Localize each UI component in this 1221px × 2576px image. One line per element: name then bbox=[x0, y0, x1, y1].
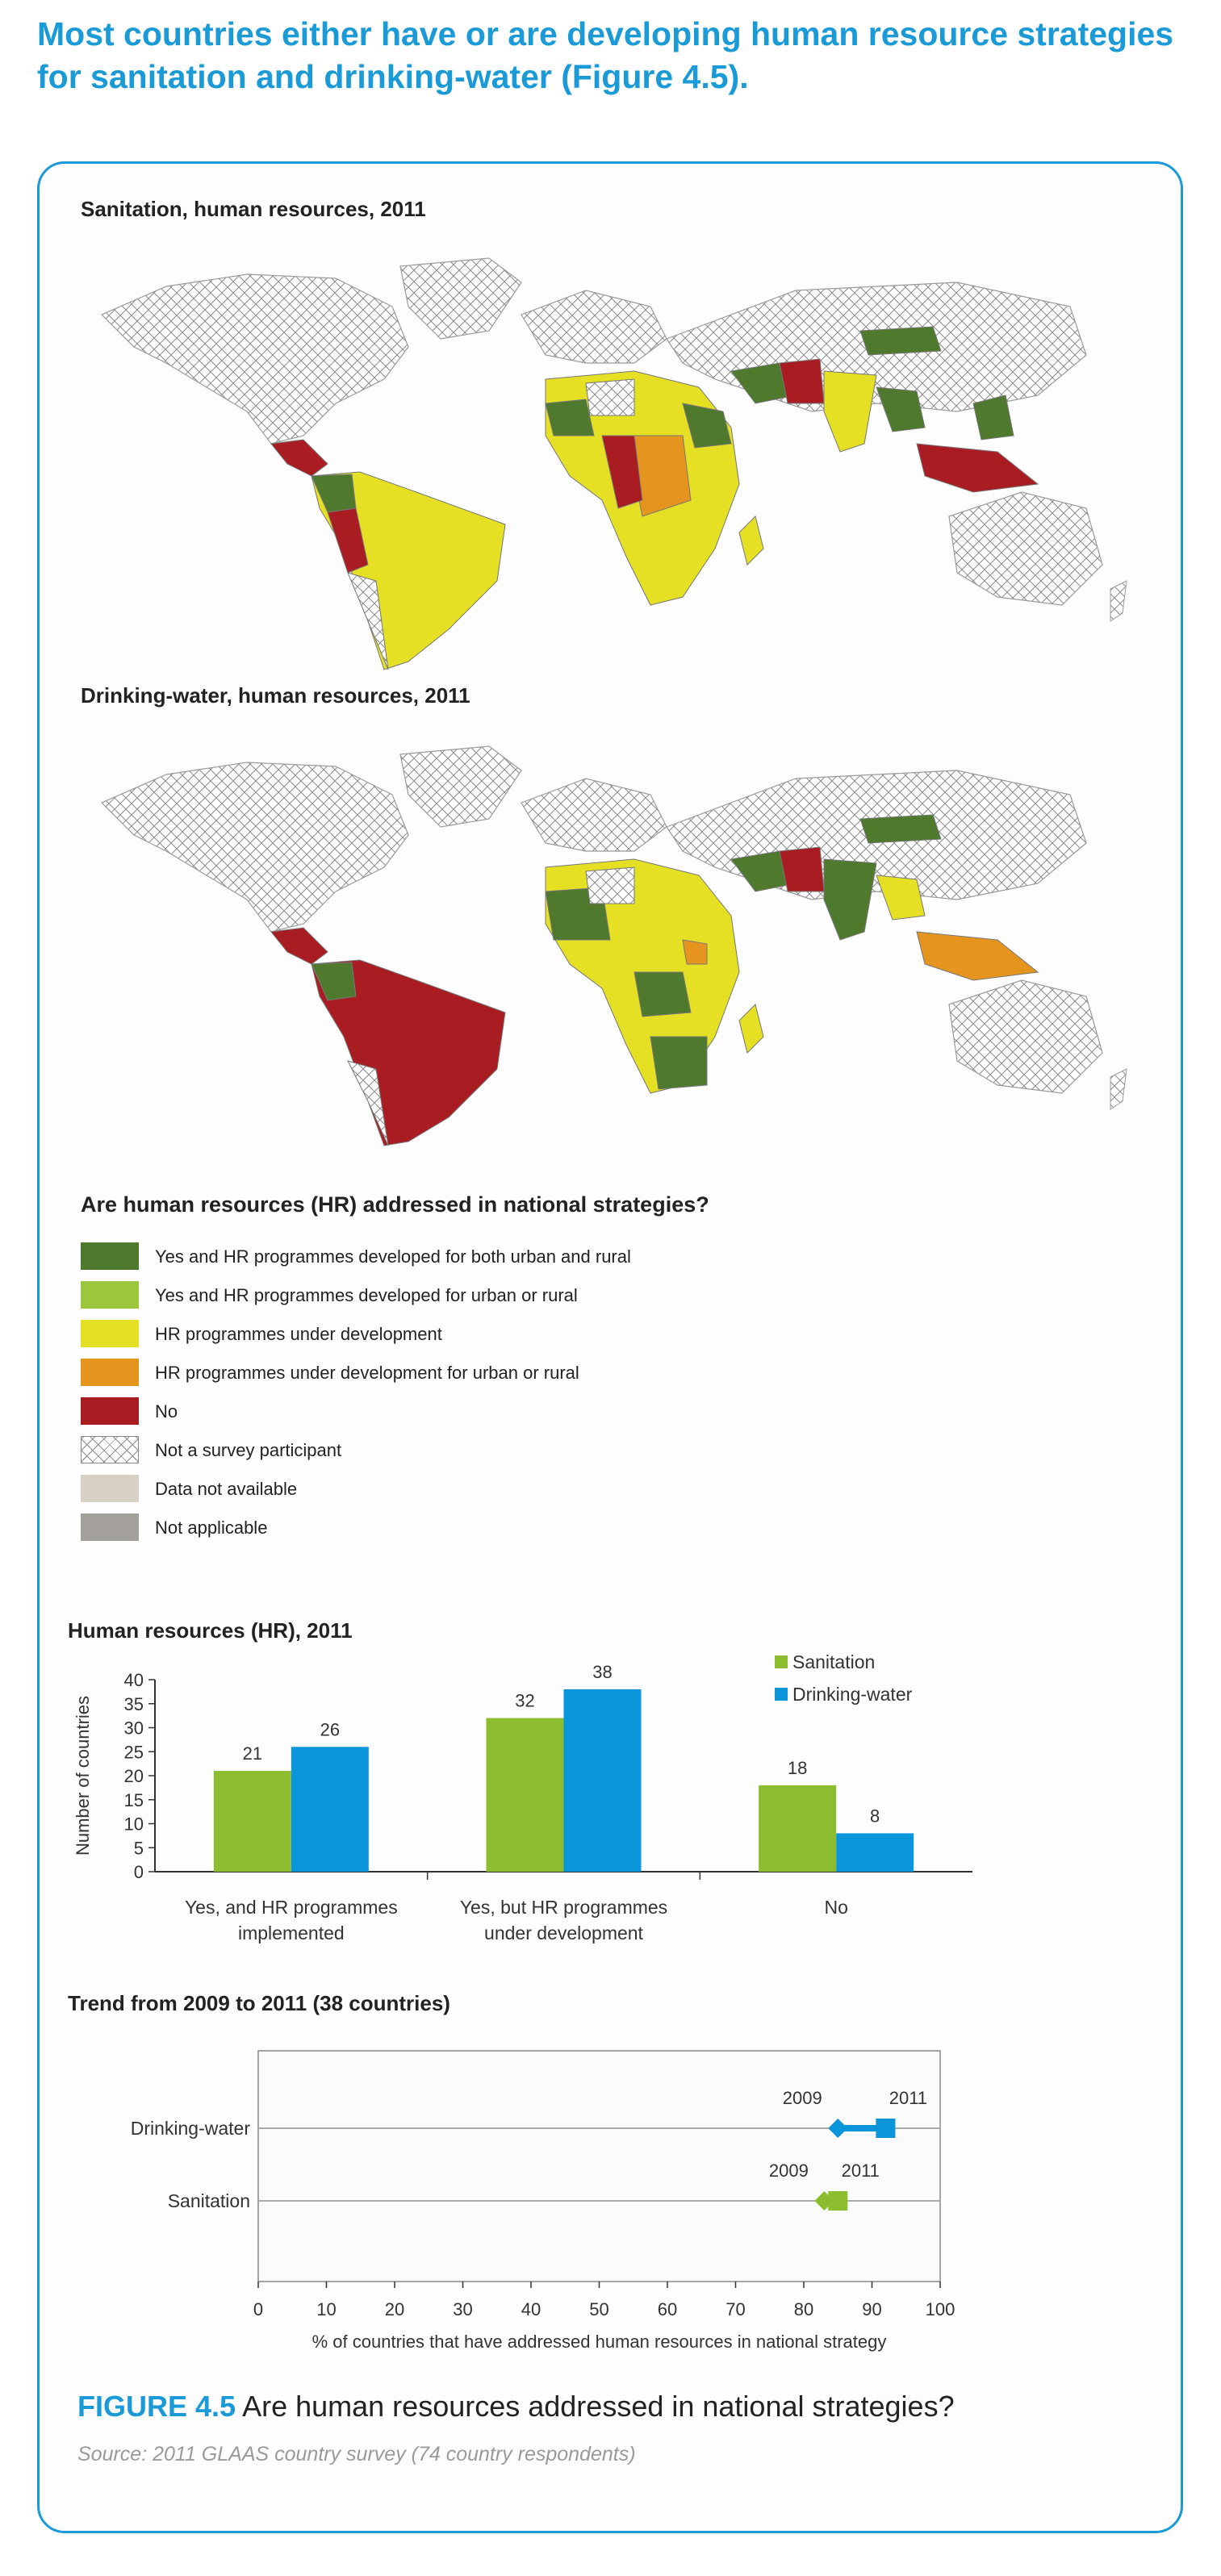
legend-item: Yes and HR programmes developed for both… bbox=[81, 1242, 888, 1271]
headline: Most countries either have or are develo… bbox=[37, 15, 1174, 95]
legend-item: Yes and HR programmes developed for urba… bbox=[81, 1281, 888, 1310]
trend-chart: Trend from 2009 to 2011 (38 countries) 0 1… bbox=[68, 1991, 955, 2352]
trend-year-label: 2009 bbox=[769, 2161, 809, 2181]
trend-marker-square bbox=[876, 2119, 896, 2138]
legend-swatch bbox=[81, 1359, 139, 1386]
legend-swatch bbox=[81, 1397, 139, 1425]
x-tick-label: 60 bbox=[658, 2299, 677, 2319]
trend-year-label: 2011 bbox=[889, 2088, 927, 2108]
y-tick-label: 25 bbox=[124, 1742, 144, 1762]
y-tick-label: 40 bbox=[124, 1670, 144, 1690]
bar-value-label: 38 bbox=[592, 1662, 612, 1682]
bar bbox=[836, 1833, 914, 1872]
bar-legend-label: Drinking-water bbox=[792, 1684, 913, 1705]
bar-value-label: 8 bbox=[870, 1806, 880, 1826]
category-label: Yes, and HR programmes bbox=[185, 1897, 398, 1918]
legend-swatch bbox=[81, 1242, 139, 1270]
y-tick-label: 35 bbox=[124, 1694, 144, 1714]
legend-label: No bbox=[155, 1401, 178, 1422]
trend-row-label: Sanitation bbox=[168, 2190, 250, 2211]
bar-chart-title: Human resources (HR), 2011 bbox=[68, 1618, 353, 1643]
x-tick-label: 0 bbox=[253, 2299, 263, 2319]
y-tick-label: 0 bbox=[134, 1862, 144, 1882]
legend-title: Are human resources (HR) addressed in na… bbox=[81, 1192, 709, 1217]
legend-label: HR programmes under development for urba… bbox=[155, 1363, 579, 1383]
x-tick-label: 30 bbox=[453, 2299, 472, 2319]
trend-marker-diamond bbox=[828, 2119, 848, 2138]
bar-value-label: 32 bbox=[515, 1691, 534, 1711]
y-tick-label: 10 bbox=[124, 1814, 144, 1835]
trend-year-label: 2009 bbox=[783, 2088, 822, 2108]
bar bbox=[563, 1689, 642, 1872]
sanitation-map-title: Sanitation, human resources, 2011 bbox=[81, 197, 426, 221]
legend-label: Yes and HR programmes developed for urba… bbox=[155, 1285, 578, 1305]
legend-label: Data not available bbox=[155, 1479, 298, 1499]
hr-bar-chart: Human resources (HR), 2011 0 5 10 15 20 25 30 35… bbox=[68, 1618, 972, 1943]
legend-item: Not a survey participant bbox=[81, 1436, 888, 1465]
legend-label: Yes and HR programmes developed for both… bbox=[155, 1246, 631, 1267]
sanitation-map bbox=[100, 257, 1127, 670]
bar-value-label: 21 bbox=[243, 1743, 262, 1764]
figure-label: FIGURE 4.5 bbox=[77, 2390, 236, 2423]
trend-chart-title: Trend from 2009 to 2011 (38 countries) bbox=[68, 1991, 450, 2015]
legend-item: HR programmes under development bbox=[81, 1320, 888, 1349]
figure-source: Source: 2011 GLAAS country survey (74 co… bbox=[77, 2443, 636, 2465]
trend-marker-square bbox=[828, 2191, 848, 2211]
legend-label: HR programmes under development bbox=[155, 1324, 442, 1344]
x-tick-label: 100 bbox=[926, 2299, 955, 2319]
legend-item: Data not available bbox=[81, 1475, 888, 1504]
bar-legend-swatch bbox=[775, 1688, 788, 1701]
bar-value-label: 26 bbox=[320, 1719, 340, 1739]
legend-swatch bbox=[81, 1281, 139, 1309]
bar bbox=[213, 1771, 291, 1872]
trend-row-label: Drinking-water bbox=[131, 2118, 251, 2139]
bar bbox=[759, 1785, 837, 1872]
legend-swatch bbox=[81, 1475, 139, 1502]
trend-plot-area bbox=[257, 2050, 941, 2282]
legend-item: HR programmes under development for urba… bbox=[81, 1359, 888, 1388]
bar-legend-label: Sanitation bbox=[792, 1651, 875, 1672]
legend-label: Not applicable bbox=[155, 1518, 268, 1538]
y-tick-label: 5 bbox=[134, 1838, 144, 1858]
bar bbox=[291, 1747, 369, 1872]
legend-label: Not a survey participant bbox=[155, 1440, 342, 1460]
x-tick-label: 10 bbox=[316, 2299, 336, 2319]
trend-year-label: 2011 bbox=[842, 2161, 880, 2181]
x-tick-label: 20 bbox=[385, 2299, 404, 2319]
legend-swatch bbox=[81, 1436, 139, 1463]
figure-caption: FIGURE 4.5 Are human resources addressed… bbox=[77, 2390, 955, 2424]
legend-swatch bbox=[81, 1513, 139, 1541]
y-tick-label: 15 bbox=[124, 1790, 144, 1810]
legend-item: No bbox=[81, 1397, 888, 1426]
y-axis-label: Number of countries bbox=[73, 1696, 93, 1856]
figure-caption-text: Are human resources addressed in nationa… bbox=[242, 2390, 955, 2423]
category-label: Yes, but HR programmes bbox=[460, 1897, 667, 1918]
x-tick-label: 50 bbox=[589, 2299, 608, 2319]
y-tick-label: 30 bbox=[124, 1718, 144, 1739]
bar-value-label: 18 bbox=[788, 1758, 807, 1778]
legend-swatch bbox=[81, 1320, 139, 1347]
legend-item: Not applicable bbox=[81, 1513, 888, 1543]
drinking-water-map bbox=[100, 745, 1127, 1146]
x-tick-label: 70 bbox=[725, 2299, 745, 2319]
x-axis-label: % of countries that have addressed human… bbox=[312, 2332, 887, 2352]
x-tick-label: 40 bbox=[521, 2299, 541, 2319]
bar bbox=[486, 1718, 564, 1872]
category-label: No bbox=[824, 1897, 847, 1918]
y-tick-label: 20 bbox=[124, 1766, 144, 1786]
bar-legend-swatch bbox=[775, 1655, 788, 1668]
drinking-water-map-title: Drinking-water, human resources, 2011 bbox=[81, 683, 470, 708]
x-tick-label: 80 bbox=[794, 2299, 813, 2319]
category-label: under development bbox=[484, 1923, 644, 1943]
category-label: implemented bbox=[238, 1923, 345, 1943]
x-tick-label: 90 bbox=[862, 2299, 881, 2319]
